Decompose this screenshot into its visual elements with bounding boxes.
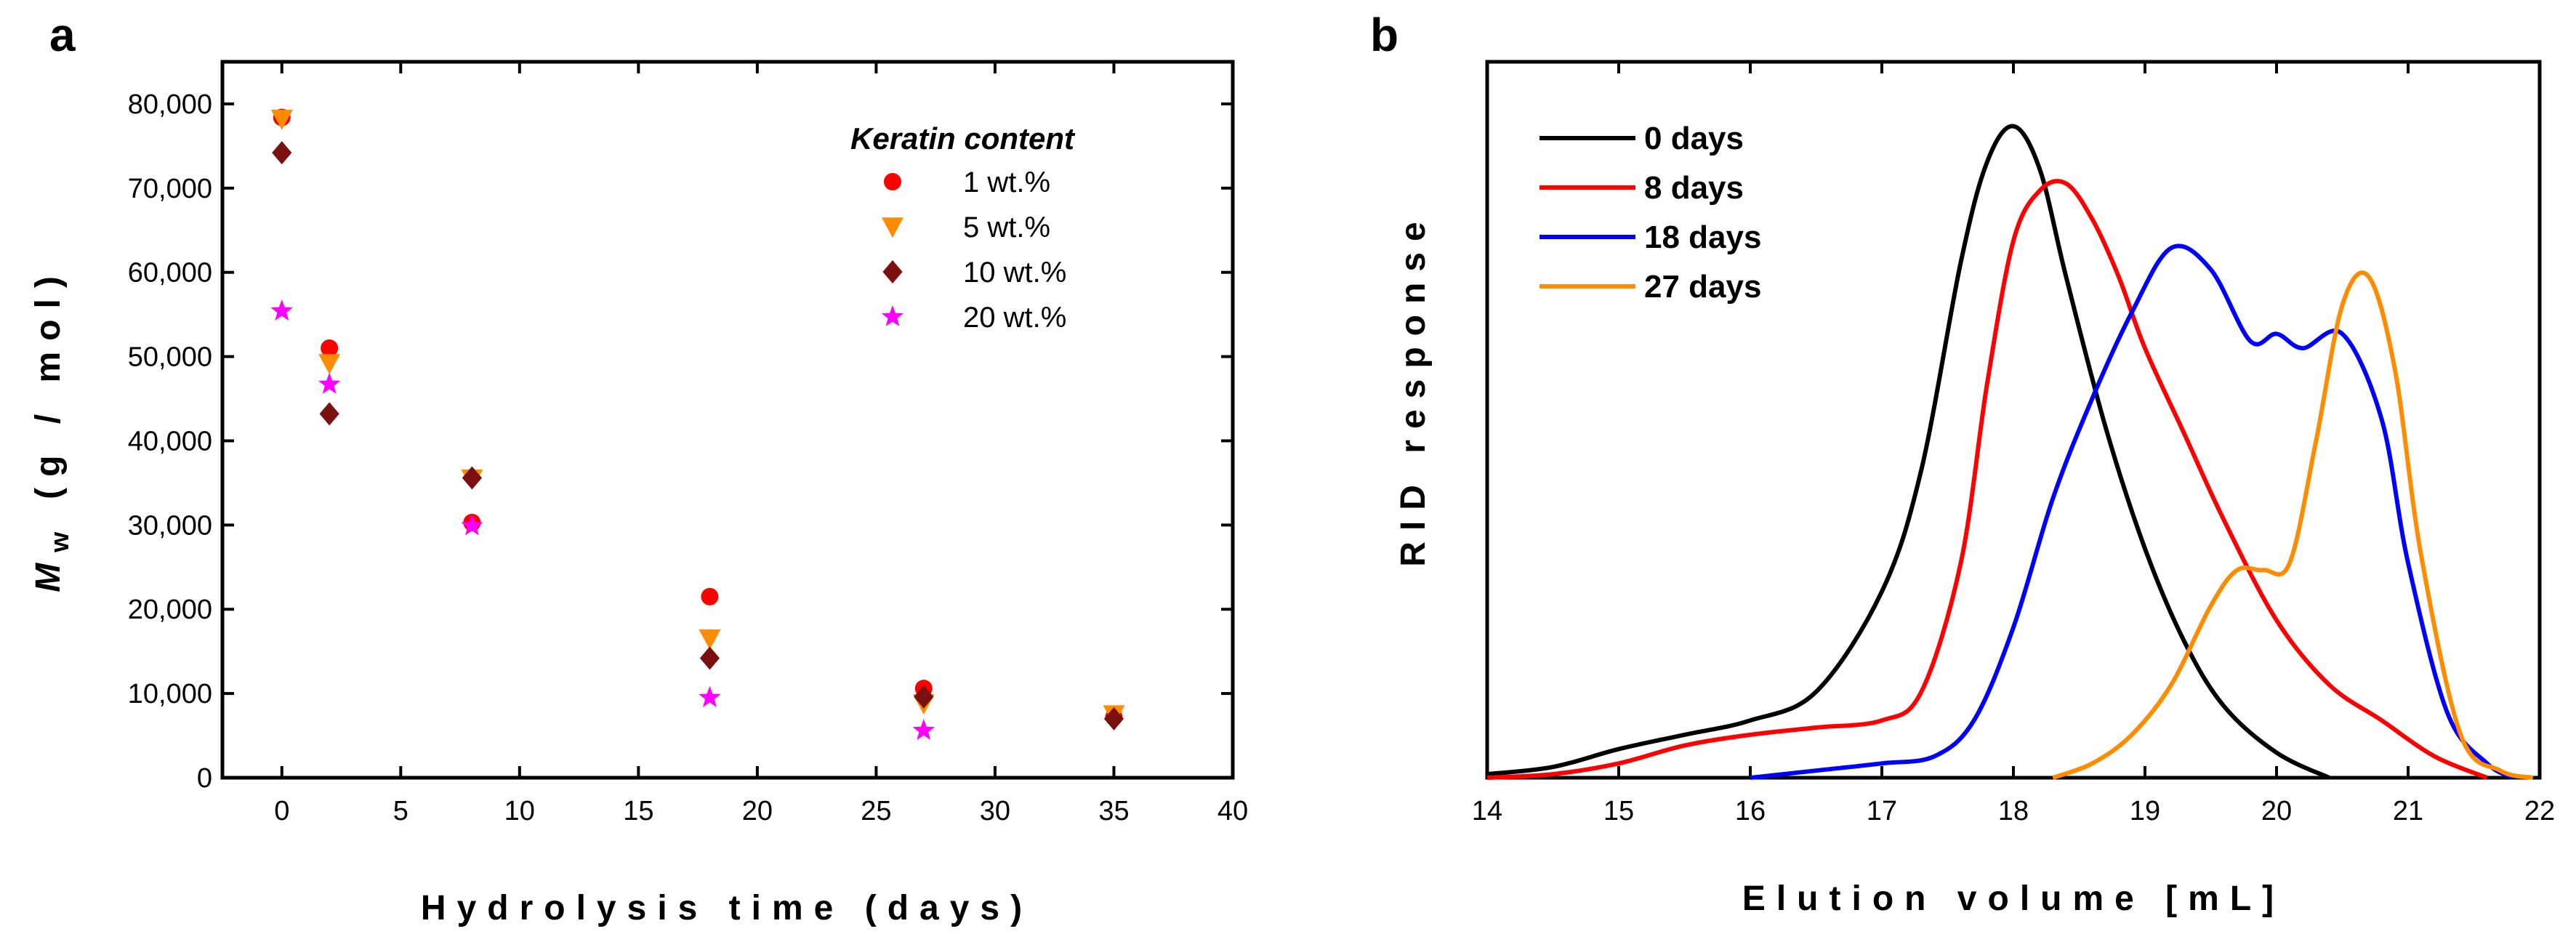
panel-a-y-tick-label: 50,000 — [128, 342, 212, 373]
panel-b-letter: b — [1370, 9, 1398, 61]
panel-a-legend-label: 20 wt.% — [963, 302, 1066, 334]
panel-a-letter: a — [49, 9, 76, 61]
panel-a-x-tick-label: 0 — [274, 796, 289, 826]
panel-a-y-axis-title-symbol: M — [29, 552, 68, 592]
panel-b-lines — [1486, 124, 2534, 780]
panel-a-legend-marker — [881, 305, 904, 326]
panel-a-data-point — [272, 141, 292, 165]
panel-a-x-tick-label: 25 — [861, 796, 891, 826]
panel-a-plot-frame — [220, 60, 1235, 780]
panel-b-legend-label: 18 days — [1644, 220, 1761, 255]
panel-b-legend-label: 27 days — [1644, 269, 1761, 305]
panel-a-data-point — [699, 629, 721, 650]
panel-b-x-tick-label: 14 — [1472, 796, 1502, 826]
panel-b-x-tick-label: 17 — [1867, 796, 1897, 826]
panel-a-x-tick-label: 30 — [980, 796, 1010, 826]
panel-a-data-point — [321, 339, 339, 357]
panel-a-data-point — [319, 402, 339, 426]
panel-a-legend-label: 1 wt.% — [963, 166, 1050, 198]
panel-b-x-axis-title: Elution volume [mL] — [1742, 879, 2285, 918]
panel-a-y-tick-label: 10,000 — [128, 679, 212, 709]
panel-a-y-axis-title: Mw (g / mol) — [29, 265, 74, 592]
panel-a-x-tick-label: 10 — [504, 796, 535, 826]
panel-a-x-tick-label: 5 — [393, 796, 408, 826]
panel-a-y-axis-title-units: (g / mol) — [29, 265, 68, 499]
panel-a-y-tick-label: 60,000 — [128, 258, 212, 289]
panel-a-data-point — [318, 354, 341, 374]
panel-b-series-line-8-days — [1486, 179, 2488, 780]
panel-b-legend-label: 8 days — [1644, 170, 1744, 206]
panel-a-data-point — [462, 466, 483, 490]
panel-a-x-tick-label: 40 — [1217, 796, 1248, 826]
panel-a-points — [270, 108, 1125, 741]
panel-b-x-tick-label: 15 — [1603, 796, 1634, 826]
panel-a-x-axis-title: Hydrolysis time (days) — [421, 889, 1033, 927]
panel-b-x-tick-label: 16 — [1735, 796, 1766, 826]
panel-a-data-point — [270, 299, 293, 321]
panel-a: a 0 5 10 15 20 25 30 35 40 0 10,000 20,000 30,000 40,… — [29, 9, 1248, 927]
panel-b-legend-label: 0 days — [1644, 121, 1744, 156]
panel-b-ticks: 14 15 16 17 18 19 20 21 22 — [1472, 62, 2555, 826]
panel-b-x-tick-label: 18 — [1998, 796, 2029, 826]
panel-a-data-point — [914, 685, 934, 709]
panel-b-x-tick-label: 19 — [2130, 796, 2160, 826]
panel-a-legend-marker — [882, 260, 903, 283]
panel-a-legend-marker — [884, 173, 901, 190]
panel-a-legend-marker — [882, 217, 903, 238]
panel-a-series-20-wt- — [270, 299, 935, 741]
panel-a-y-tick-label: 40,000 — [128, 426, 212, 456]
panel-a-data-point — [701, 587, 719, 605]
panel-a-x-tick-label: 35 — [1098, 796, 1129, 826]
panel-a-data-point — [318, 372, 341, 394]
panel-a-data-point — [699, 646, 720, 670]
panel-b-series-line-18-days — [1750, 243, 2515, 780]
panel-b: b 14 15 16 17 18 19 20 21 22 Elution volume [mL]… — [1370, 9, 2555, 918]
panel-b-y-axis-title: RID response — [1394, 211, 1433, 566]
panel-a-legend: Keratin content 1 wt.% 5 wt.% 10 wt.% 20 wt… — [850, 121, 1076, 334]
panel-a-y-tick-label: 80,000 — [128, 89, 212, 120]
panel-a-x-tick-label: 15 — [623, 796, 653, 826]
panel-a-data-point — [270, 110, 293, 130]
panel-b-series-line-27-days — [2052, 270, 2534, 780]
panel-a-y-tick-label: 70,000 — [128, 174, 212, 204]
panel-a-data-point — [699, 685, 721, 707]
panel-a-y-tick-label: 0 — [197, 763, 212, 794]
panel-b-x-tick-label: 22 — [2524, 796, 2555, 826]
panel-a-ticks: 0 5 10 15 20 25 30 35 40 0 10,000 20,000 30,000 40,00… — [128, 62, 1248, 826]
panel-a-y-tick-label: 30,000 — [128, 510, 212, 541]
panel-a-series-1-wt- — [273, 108, 1123, 726]
panel-a-x-tick-label: 20 — [742, 796, 773, 826]
panel-b-x-tick-label: 20 — [2261, 796, 2292, 826]
panel-b-series-line-0-days — [1486, 124, 2330, 780]
panel-a-y-axis-title-subscript: w — [44, 521, 74, 553]
panel-b-x-tick-label: 21 — [2393, 796, 2423, 826]
panel-a-data-point — [461, 514, 483, 536]
panel-a-series-10-wt- — [272, 141, 1124, 730]
panel-a-data-point — [912, 719, 935, 741]
panel-a-series-5-wt- — [270, 110, 1125, 726]
panel-a-data-point — [1103, 706, 1124, 730]
panel-a-legend-title: Keratin content — [850, 121, 1076, 156]
panel-b-legend: 0 days 8 days 18 days 27 days — [1539, 121, 1761, 305]
panel-a-y-tick-label: 20,000 — [128, 595, 212, 625]
panel-a-legend-label: 10 wt.% — [963, 257, 1066, 289]
panel-a-legend-label: 5 wt.% — [963, 212, 1050, 243]
